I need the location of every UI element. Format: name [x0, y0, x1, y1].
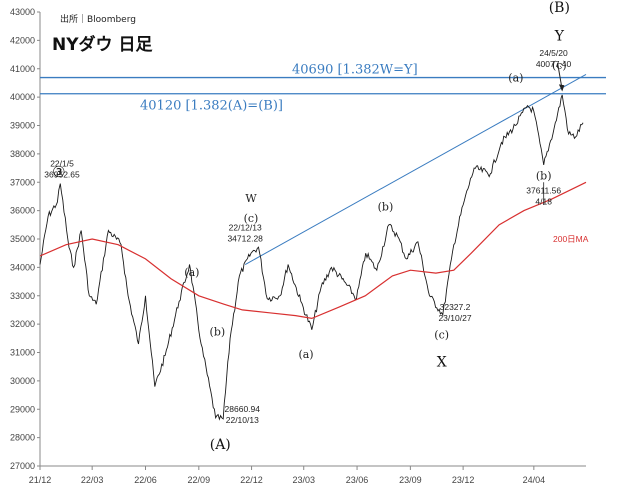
wave-label: Y [554, 28, 565, 44]
wave-label: W [245, 192, 257, 205]
trendline [244, 73, 587, 265]
y-tick-label: 28000 [10, 433, 35, 443]
wave-label: (A) [210, 437, 231, 453]
y-tick-label: 42000 [10, 35, 35, 45]
wave-label: X [437, 355, 447, 371]
price-series-line [39, 94, 584, 421]
y-tick-label: 43000 [10, 7, 35, 17]
point-annotation-text: 22/10/13 [226, 415, 259, 425]
chart-title: NYダウ 日足 [52, 34, 152, 55]
series-layer [39, 94, 587, 421]
point-annotation-text: 22/1/5 [50, 159, 74, 169]
y-tick-label: 40000 [10, 92, 35, 102]
x-tick-label: 23/12 [452, 475, 475, 485]
x-tick-label: 22/12 [240, 475, 263, 485]
x-tick-label: 24/04 [523, 475, 546, 485]
ma-legend-label: 200日MA [553, 234, 589, 244]
point-annotation-text: 32327.2 [440, 302, 471, 312]
point-annotation-text: 36952.65 [44, 170, 80, 180]
y-tick-label: 29000 [10, 404, 35, 414]
wave-label: (a) [508, 72, 523, 85]
point-annotation-text: 23/10/27 [438, 313, 471, 323]
wave-label: (c) [244, 212, 259, 225]
x-tick-label: 22/03 [81, 475, 104, 485]
wave-label: (c) [552, 59, 567, 72]
x-tick-label: 21/12 [29, 475, 52, 485]
wave-label: (a) [184, 266, 199, 279]
y-tick-label: 41000 [10, 64, 35, 74]
wave-label: (c) [434, 328, 449, 341]
x-tick-label: 23/09 [399, 475, 422, 485]
wave-label: (b) [378, 201, 394, 214]
y-tick-label: 27000 [10, 461, 35, 471]
point-annotation-text: 40077.40 [536, 59, 572, 69]
x-tick-label: 23/06 [346, 475, 369, 485]
x-tick-label: 23/03 [292, 475, 315, 485]
wave-label: (b) [210, 325, 226, 338]
point-annotation-text: 22/12/13 [229, 222, 262, 232]
y-tick-label: 37000 [10, 177, 35, 187]
point-annotation-text: 34712.28 [227, 233, 263, 243]
y-tick-label: 32000 [10, 319, 35, 329]
y-tick-label: 35000 [10, 234, 35, 244]
horizontal-level-label: 40120 [1.382(A)=(B)] [140, 99, 283, 114]
annotation-layer: 200日MA ③ (a) (c) W (b) (A) (a) (b) (c) X (a) (c) (b) Y… [44, 0, 588, 453]
y-tick-label: 38000 [10, 149, 35, 159]
wave-label: (a) [298, 348, 313, 361]
y-tick-label: 33000 [10, 291, 35, 301]
x-tick-label: 22/09 [188, 475, 211, 485]
x-tick-label: 22/06 [134, 475, 157, 485]
y-tick-label: 39000 [10, 121, 35, 131]
horizontal-level-label: 40690 [1.382W=Y] [292, 63, 418, 78]
horizontal-levels: 40690 [1.382W=Y] 40120 [1.382(A)=(B)] [40, 63, 606, 265]
annotation-arrowhead [558, 84, 565, 92]
point-annotation-text: 28660.94 [225, 404, 261, 414]
circled-wave-label: ③ [52, 163, 65, 181]
source-note: 出所｜Bloomberg [60, 13, 136, 25]
y-tick-label: 30000 [10, 376, 35, 386]
moving-average-line [39, 181, 587, 320]
axes: 27000 28000 29000 30000 31000 32000 33000 34000… [10, 7, 586, 485]
wave-label: (b) [536, 169, 552, 182]
y-tick-label: 36000 [10, 206, 35, 216]
point-annotation-text: 24/5/20 [539, 48, 568, 58]
y-tick-label: 34000 [10, 262, 35, 272]
y-tick-label: 31000 [10, 348, 35, 358]
wave-label: (B) [549, 0, 570, 16]
